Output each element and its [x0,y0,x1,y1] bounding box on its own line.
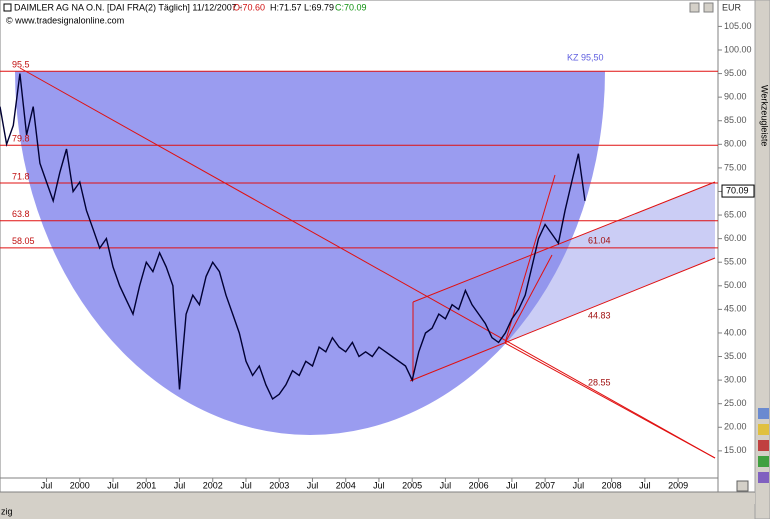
channel-top [412,181,716,303]
tool-icon[interactable] [758,456,769,467]
y-tick-label: 85.00 [724,115,747,125]
fib-label: 44.83 [588,310,611,320]
y-tick-label: 105.00 [724,21,752,31]
x-tick-label: 2007 [535,480,555,490]
x-tick-label: 2001 [136,480,156,490]
x-tick-label: 2006 [469,480,489,490]
fan-line [504,342,716,459]
level-label: 79.8 [12,134,30,144]
y-tick-label: 25.00 [724,398,747,408]
x-tick-label: Jul [440,480,452,490]
y-tick-label: 45.00 [724,304,747,314]
fib-label: 28.55 [588,377,611,387]
y-tick-label: 65.00 [724,209,747,219]
x-tick-label: Jul [240,480,252,490]
scrollbar[interactable] [0,493,755,504]
y-tick-label: 90.00 [724,92,747,102]
x-tick-label: 2000 [70,480,90,490]
fan-line [504,254,553,344]
fib-label: 61.04 [588,235,611,245]
x-tick-label: 2008 [602,480,622,490]
y-tick-label: 60.00 [724,233,747,243]
quote-open: O:70.60 [233,2,265,12]
annotation: KZ 95,50 [567,52,604,62]
y-tick-label: 100.00 [724,44,752,54]
window-button[interactable] [689,2,700,13]
level-label: 95.5 [12,60,30,70]
x-tick-label: Jul [107,480,119,490]
chart-subtitle: © www.tradesignalonline.com [6,15,124,25]
quote-close: C:70.09 [335,2,367,12]
tool-icon[interactable] [758,408,769,419]
level-label: 58.05 [12,236,35,246]
x-tick-label: Jul [307,480,319,490]
chart-title: DAIMLER AG NA O.N. [DAI FRA(2) Täglich] … [14,2,242,12]
tool-icon[interactable] [758,472,769,483]
tool-icon[interactable] [758,440,769,451]
x-tick-label: 2002 [203,480,223,490]
x-tick-label: 2003 [269,480,289,490]
y-tick-label: 35.00 [724,351,747,361]
tool-icon[interactable] [758,424,769,435]
y-tick-label: 15.00 [724,445,747,455]
level-label: 71.8 [12,171,30,181]
x-tick-label: Jul [506,480,518,490]
x-tick-label: Jul [373,480,385,490]
x-tick-label: 2004 [336,480,356,490]
last-price: 70.09 [726,185,749,195]
last-price-box [721,184,755,198]
trend-channel [410,182,715,381]
trend-line [19,67,716,459]
header-icon[interactable] [3,3,12,12]
x-tick-label: Jul [639,480,651,490]
y-tick-label: 95.00 [724,68,747,78]
plot: 15.00 20.00 25.00 30.00 35.00 40.00 45.00 50.00… [0,21,755,490]
window-button[interactable] [703,2,714,13]
x-tick-label: Jul [41,480,53,490]
y-tick-label: 20.00 [724,422,747,432]
y-unit: EUR [722,2,742,12]
x-tick-label: 2009 [668,480,688,490]
toolbar [754,0,770,519]
y-tick-label: 55.00 [724,257,747,267]
x-tick-label: Jul [174,480,186,490]
channel-bottom [409,257,716,382]
y-tick-label: 40.00 [724,327,747,337]
x-tick-label: 2005 [402,480,422,490]
status-text: zig [1,506,13,516]
fan-line [504,174,556,344]
y-tick-label: 75.00 [724,162,747,172]
y-tick-label: 50.00 [724,280,747,290]
quote-high-low: H:71.57 L:69.79 [270,2,334,12]
y-tick-label: 30.00 [724,374,747,384]
toolbar-label: Werkzeugleiste [760,85,770,146]
level-label: 63.8 [12,209,30,219]
arc-overlay [15,71,605,435]
price-line [0,73,586,401]
y-tick-label: 80.00 [724,139,747,149]
scroll-button[interactable] [736,480,749,492]
x-tick-label: Jul [573,480,585,490]
